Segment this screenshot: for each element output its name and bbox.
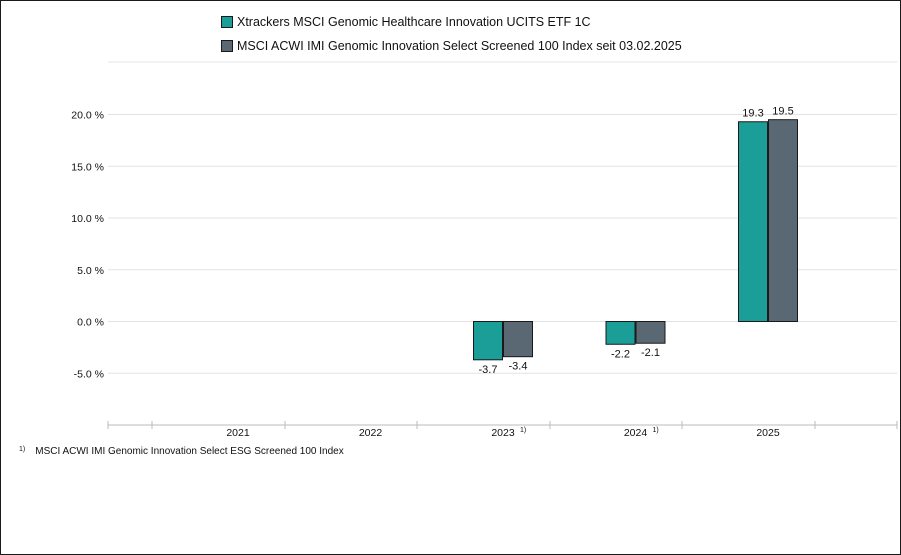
legend-label-etf: Xtrackers MSCI Genomic Healthcare Innova… xyxy=(237,15,591,29)
bar-index xyxy=(635,321,666,344)
bar-etf xyxy=(738,121,768,323)
bar-index xyxy=(503,321,533,358)
legend-swatch-index xyxy=(221,40,233,52)
footnote-text: MSCI ACWI IMI Genomic Innovation Select … xyxy=(35,446,344,457)
x-tick-label: 2023 xyxy=(491,427,515,439)
data-label: -3.4 xyxy=(509,361,528,373)
x-tick-label: 2022 xyxy=(359,427,383,439)
footnote: 1) MSCI ACWI IMI Genomic Innovation Selec… xyxy=(19,446,344,457)
y-tick-label: 20.0 % xyxy=(71,110,104,122)
x-tick-label: 2024 xyxy=(624,427,648,439)
y-tick-label: 15.0 % xyxy=(71,161,104,173)
bar-index xyxy=(768,119,798,322)
bar-etf xyxy=(605,321,636,345)
data-label: -2.2 xyxy=(611,348,630,360)
legend-swatch-etf xyxy=(221,16,233,28)
y-tick-label: 5.0 % xyxy=(77,265,104,277)
x-tick-label: 2025 xyxy=(756,427,780,439)
y-tick-label: 10.0 % xyxy=(71,213,104,225)
y-tick-label: 0.0 % xyxy=(77,317,104,329)
y-tick-label: -5.0 % xyxy=(74,368,104,380)
legend-label-index: MSCI ACWI IMI Genomic Innovation Select … xyxy=(237,39,682,53)
x-tick-footnote-marker: 1) xyxy=(520,427,526,434)
bar-etf xyxy=(473,321,503,361)
data-label: -2.1 xyxy=(641,347,660,359)
data-label: 19.5 xyxy=(772,106,793,118)
legend: Xtrackers MSCI Genomic Healthcare Innova… xyxy=(221,13,682,61)
data-label: -3.7 xyxy=(479,364,498,376)
legend-item-etf: Xtrackers MSCI Genomic Healthcare Innova… xyxy=(221,13,682,31)
x-tick-footnote-marker: 1) xyxy=(653,427,659,434)
legend-item-index: MSCI ACWI IMI Genomic Innovation Select … xyxy=(221,37,682,55)
data-label: 19.3 xyxy=(742,108,763,120)
x-tick-label: 2021 xyxy=(226,427,250,439)
footnote-marker: 1) xyxy=(19,446,26,453)
